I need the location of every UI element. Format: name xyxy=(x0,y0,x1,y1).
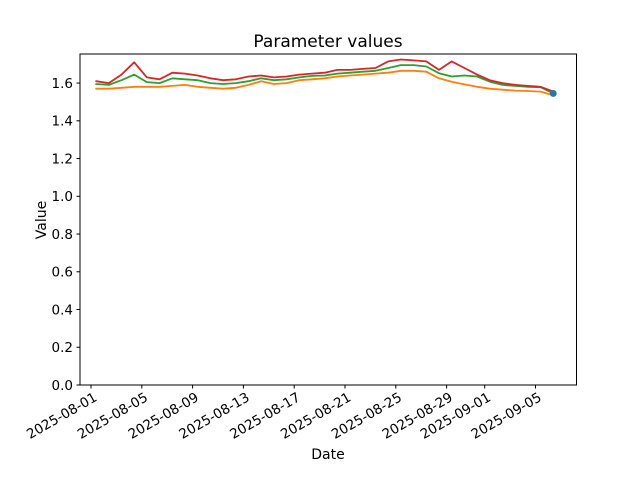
x-axis-label: Date xyxy=(311,447,344,463)
series-line-green xyxy=(95,64,555,95)
series-line-orange xyxy=(95,69,555,97)
series-line-red xyxy=(95,58,555,93)
plot-area: 0.00.20.40.60.81.01.21.41.62025-08-01202… xyxy=(24,53,577,443)
y-tick-label: 1.0 xyxy=(52,189,73,205)
axes-frame xyxy=(79,53,577,386)
y-tick-label: 0.4 xyxy=(52,302,73,318)
y-tick-label: 0.6 xyxy=(52,265,73,281)
y-tick-label: 0.2 xyxy=(52,340,73,356)
y-tick-label: 0.0 xyxy=(52,378,73,394)
y-tick-label: 1.4 xyxy=(52,114,73,130)
y-tick-label: 1.6 xyxy=(52,76,73,92)
chart-title: Parameter values xyxy=(253,32,402,52)
y-axis-label: Value xyxy=(34,201,50,239)
latest-point-marker xyxy=(549,90,557,97)
y-tick-label: 1.2 xyxy=(52,151,73,167)
y-tick-label: 0.8 xyxy=(52,227,73,243)
